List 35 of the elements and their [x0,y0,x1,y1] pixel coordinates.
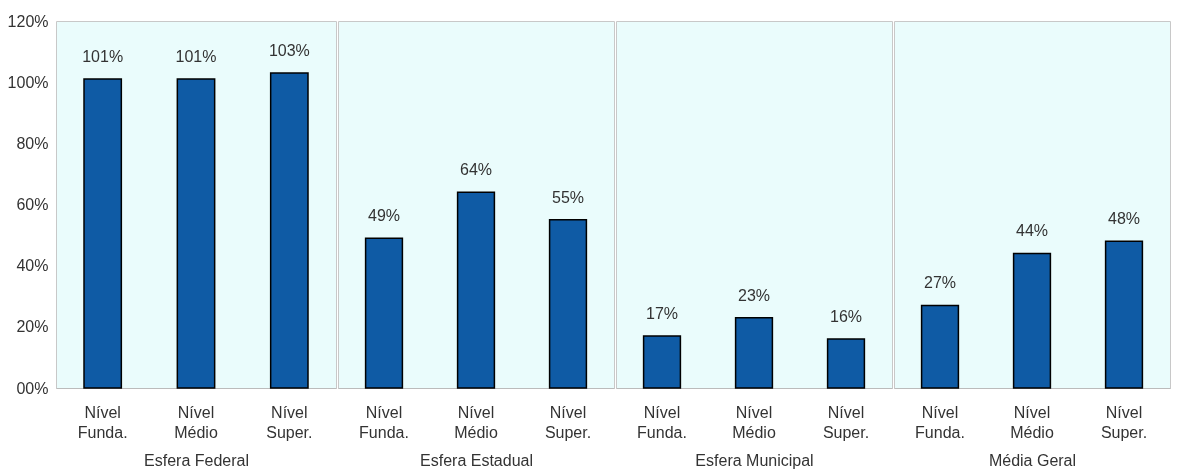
x-axis-title: Média Geral [988,451,1077,469]
y-tick-label: 00% [16,379,49,397]
data-label: 49% [367,207,401,225]
data-label: 44% [1015,222,1049,240]
x-tick-label: Nível Super. [822,403,870,441]
x-tick-label: Nível Médio [174,403,218,441]
y-tick-label: 20% [16,318,49,336]
x-tick-label: Nível Funda. [77,403,128,441]
data-label: 101% [82,48,124,66]
x-tick-label: Nível Médio [732,403,776,441]
data-label: 17% [645,305,679,323]
y-tick-label: 40% [16,257,49,275]
x-tick-label: Nível Funda. [359,403,409,441]
data-label: 16% [829,308,863,326]
data-label: 103% [268,41,310,59]
x-tick-label: Nível Médio [454,403,498,441]
x-tick-label: Nível Super. [544,403,592,441]
data-label: 64% [459,161,493,179]
x-axis-title: Esfera Estadual [420,451,533,469]
data-label: 48% [1107,210,1141,228]
y-tick-label: 60% [16,196,49,213]
x-tick-label: Nível Super. [266,403,313,441]
data-label: 27% [923,274,957,292]
x-tick-label: Nível Funda. [915,403,965,441]
data-label: 55% [551,188,585,206]
y-tick-label: 80% [16,134,49,152]
x-axis-title: Esfera Municipal [695,451,814,469]
data-label: 101% [175,48,217,66]
x-tick-label: Nível Funda. [637,403,687,441]
data-label: 23% [737,286,771,304]
x-tick-label: Nível Super. [1100,403,1148,441]
x-axis-title: Esfera Federal [144,451,249,469]
y-tick-label: 100% [7,73,49,91]
y-tick-label: 120% [7,12,49,30]
x-tick-label: Nível Médio [1010,403,1054,441]
